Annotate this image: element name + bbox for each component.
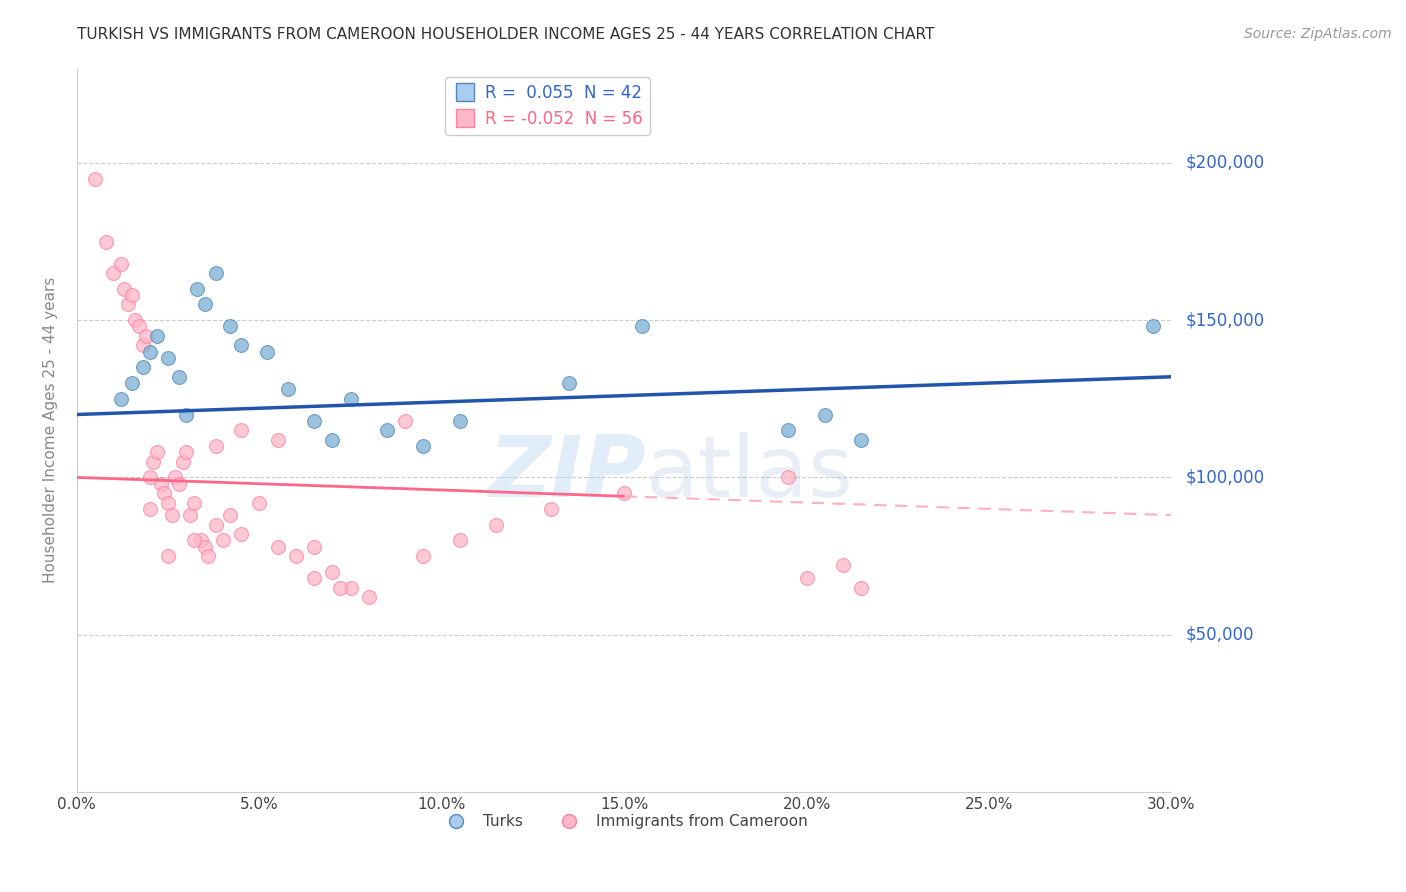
Point [146, 445, 169, 459]
Point [449, 533, 471, 548]
Point [302, 571, 325, 585]
Text: atlas: atlas [645, 432, 853, 516]
Point [247, 495, 270, 509]
Point [256, 344, 278, 359]
Point [302, 414, 325, 428]
Point [204, 439, 226, 453]
Point [558, 376, 581, 390]
Point [157, 495, 180, 509]
Point [193, 297, 215, 311]
Point [229, 527, 252, 541]
Point [219, 508, 242, 523]
Point [266, 433, 288, 447]
Point [160, 508, 183, 523]
Point [131, 360, 153, 375]
Point [157, 351, 180, 365]
Point [339, 392, 361, 406]
Point [193, 540, 215, 554]
Point [197, 549, 219, 563]
Point [266, 540, 288, 554]
Text: $50,000: $50,000 [1185, 625, 1254, 644]
Point [128, 319, 150, 334]
Point [284, 549, 307, 563]
Point [117, 297, 139, 311]
Text: TURKISH VS IMMIGRANTS FROM CAMEROON HOUSEHOLDER INCOME AGES 25 - 44 YEARS CORREL: TURKISH VS IMMIGRANTS FROM CAMEROON HOUS… [77, 27, 935, 42]
Point [153, 486, 176, 500]
Point [778, 470, 800, 484]
Point [157, 549, 180, 563]
Point [357, 590, 380, 604]
Point [139, 501, 162, 516]
Point [179, 508, 201, 523]
Point [211, 533, 233, 548]
Point [631, 319, 654, 334]
Text: $200,000: $200,000 [1185, 154, 1264, 172]
Point [110, 392, 132, 406]
Point [112, 282, 135, 296]
Point [778, 423, 800, 437]
Point [277, 382, 299, 396]
Point [394, 414, 416, 428]
Point [851, 581, 873, 595]
Point [176, 408, 198, 422]
Point [204, 517, 226, 532]
Point [832, 558, 855, 573]
Point [167, 476, 190, 491]
Point [186, 282, 208, 296]
Point [176, 445, 198, 459]
Point [167, 369, 190, 384]
Point [124, 313, 146, 327]
Point [94, 235, 117, 249]
Legend: Turks, Immigrants from Cameroon: Turks, Immigrants from Cameroon [434, 808, 814, 835]
Point [412, 439, 434, 453]
Point [121, 376, 143, 390]
Point [110, 256, 132, 270]
Point [183, 495, 205, 509]
Point [613, 486, 636, 500]
Point [121, 288, 143, 302]
Point [103, 266, 125, 280]
Y-axis label: Householder Income Ages 25 - 44 years: Householder Income Ages 25 - 44 years [44, 277, 58, 583]
Point [165, 470, 187, 484]
Text: $150,000: $150,000 [1185, 311, 1264, 329]
Text: Source: ZipAtlas.com: Source: ZipAtlas.com [1244, 27, 1392, 41]
Point [229, 423, 252, 437]
Point [321, 565, 343, 579]
Point [149, 476, 172, 491]
Point [84, 171, 107, 186]
Point [229, 338, 252, 352]
Text: ZIP: ZIP [488, 432, 645, 516]
Point [449, 414, 471, 428]
Point [183, 533, 205, 548]
Point [851, 433, 873, 447]
Point [302, 540, 325, 554]
Point [796, 571, 818, 585]
Point [339, 581, 361, 595]
Point [146, 329, 169, 343]
Point [142, 455, 165, 469]
Point [814, 408, 837, 422]
Point [131, 338, 153, 352]
Point [135, 329, 157, 343]
Point [1142, 319, 1164, 334]
Point [219, 319, 242, 334]
Text: $100,000: $100,000 [1185, 468, 1264, 486]
Point [321, 433, 343, 447]
Point [485, 517, 508, 532]
Point [190, 533, 212, 548]
Point [139, 470, 162, 484]
Point [172, 455, 194, 469]
Point [540, 501, 562, 516]
Point [412, 549, 434, 563]
Point [375, 423, 398, 437]
Point [329, 581, 352, 595]
Point [204, 266, 226, 280]
Point [139, 344, 162, 359]
